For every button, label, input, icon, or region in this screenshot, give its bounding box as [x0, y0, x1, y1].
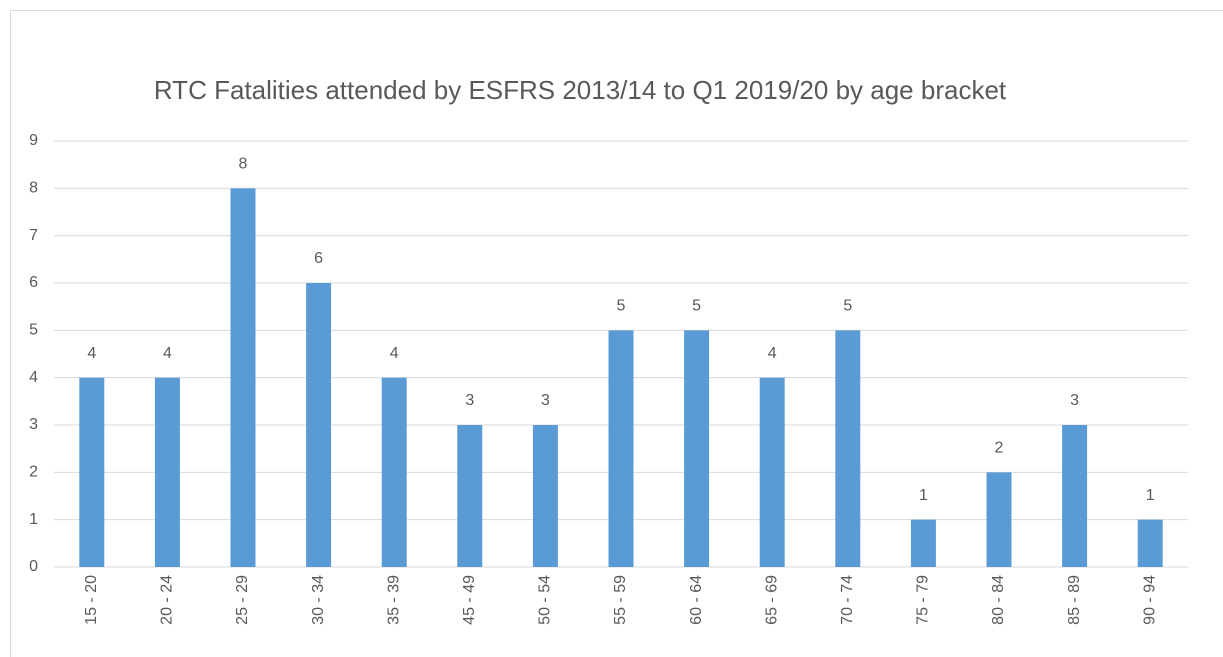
- bar: [1062, 425, 1088, 567]
- y-tick-label: 3: [29, 416, 38, 433]
- chart-border: [10, 10, 1223, 657]
- bar: [1137, 519, 1163, 567]
- bar: [532, 425, 558, 567]
- data-label: 3: [1070, 392, 1079, 409]
- data-label: 3: [465, 392, 474, 409]
- data-label: 1: [1146, 487, 1155, 504]
- data-label: 3: [541, 392, 550, 409]
- y-tick-label: 5: [29, 322, 38, 339]
- bar: [230, 188, 256, 568]
- data-label: 5: [617, 298, 626, 315]
- bar: [608, 330, 634, 567]
- data-label: 4: [87, 345, 96, 362]
- x-tick-label: 55 - 59: [612, 575, 629, 625]
- bar: [835, 330, 861, 567]
- x-tick-label: 50 - 54: [537, 575, 554, 625]
- data-label: 4: [768, 345, 777, 362]
- bar: [381, 377, 407, 567]
- data-label: 8: [239, 156, 248, 173]
- x-tick-label: 15 - 20: [83, 575, 100, 625]
- y-tick-label: 4: [29, 369, 38, 386]
- data-label: 6: [314, 250, 323, 267]
- data-label: 5: [692, 298, 701, 315]
- data-label: 5: [843, 298, 852, 315]
- x-tick-label: 70 - 74: [839, 575, 856, 625]
- y-tick-label: 8: [29, 180, 38, 197]
- data-label: 1: [919, 487, 928, 504]
- x-tick-label: 60 - 64: [688, 575, 705, 625]
- bar: [306, 283, 332, 567]
- bar: [79, 377, 105, 567]
- x-tick-label: 35 - 39: [385, 575, 402, 625]
- bar: [457, 425, 483, 567]
- x-tick-label: 65 - 69: [763, 575, 780, 625]
- y-tick-label: 9: [29, 132, 38, 149]
- y-tick-label: 6: [29, 274, 38, 291]
- data-label: 4: [163, 345, 172, 362]
- x-tick-label: 30 - 34: [310, 575, 327, 625]
- y-tick-label: 0: [29, 558, 38, 575]
- x-tick-label: 20 - 24: [159, 575, 176, 625]
- y-tick-label: 2: [29, 464, 38, 481]
- x-tick-label: 80 - 84: [990, 575, 1007, 625]
- bar: [986, 472, 1012, 567]
- y-tick-label: 1: [29, 511, 38, 528]
- data-label: 4: [390, 345, 399, 362]
- x-tick-label: 75 - 79: [915, 575, 932, 625]
- bar: [910, 519, 936, 567]
- chart-title: RTC Fatalities attended by ESFRS 2013/14…: [153, 75, 1007, 105]
- x-tick-label: 45 - 49: [461, 575, 478, 625]
- bar: [759, 377, 785, 567]
- bar: [154, 377, 180, 567]
- x-tick-label: 25 - 29: [234, 575, 251, 625]
- data-label: 2: [995, 440, 1004, 457]
- x-tick-label: 85 - 89: [1066, 575, 1083, 625]
- x-tick-label: 90 - 94: [1141, 575, 1158, 625]
- bar: [684, 330, 710, 567]
- y-tick-label: 7: [29, 227, 38, 244]
